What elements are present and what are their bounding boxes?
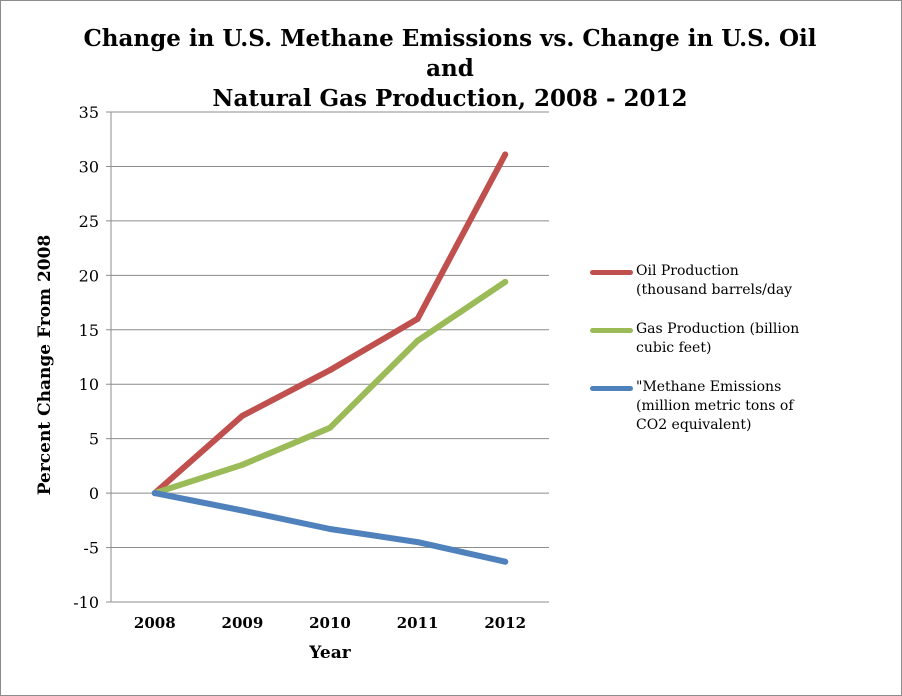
data-point-oil (502, 151, 509, 158)
legend-label-oil-line-2: (thousand barrels/day (636, 282, 793, 298)
legend-label-methane: "Methane Emissions (million metric tons … (636, 378, 836, 435)
data-point-oil (327, 367, 333, 374)
data-point-gas (239, 461, 246, 468)
y-tick-label: 30 (79, 157, 99, 176)
chart-title-line-1: Change in U.S. Methane Emissions vs. Cha… (83, 25, 817, 82)
chart-title-line-2: Natural Gas Production, 2008 - 2012 (212, 85, 688, 112)
data-point-gas (502, 278, 509, 285)
data-point-methane (327, 526, 333, 533)
y-tick-label: 20 (79, 266, 99, 285)
series-line-gas (151, 278, 509, 497)
legend-label-oil-line-1: Oil Production (636, 263, 739, 279)
data-point-oil (239, 412, 246, 419)
y-tick-label: 15 (79, 321, 99, 340)
legend-swatch-oil (590, 270, 633, 275)
legend-label-oil: Oil Production (thousand barrels/day (636, 262, 836, 300)
data-point-gas (414, 337, 421, 344)
x-tick-label: 2008 (134, 614, 176, 632)
legend-label-methane-line-1: "Methane Emissions (636, 379, 782, 395)
data-point-methane (239, 507, 246, 514)
data-point-oil (414, 315, 421, 322)
y-tick-label: -5 (83, 539, 99, 558)
x-tick-label: 2011 (397, 614, 439, 632)
legend-label-gas-line-1: Gas Production (billion (636, 321, 800, 337)
y-tick-label: 0 (89, 484, 99, 503)
data-point-methane (414, 539, 421, 546)
series-line-oil (151, 151, 509, 497)
x-tick-label: 2012 (484, 614, 526, 632)
legend-label-gas: Gas Production (billion cubic feet) (636, 320, 836, 358)
data-point-methane (502, 558, 509, 565)
legend-label-gas-line-2: cubic feet) (636, 340, 712, 356)
legend-swatch-methane (590, 386, 633, 391)
y-tick-label: 5 (89, 430, 99, 449)
x-axis-label: Year (309, 643, 351, 663)
x-tick-label: 2010 (309, 614, 351, 632)
x-tick-label: 2009 (222, 614, 264, 632)
legend-label-methane-line-2: (million metric tons of (636, 398, 794, 414)
legend-label-methane-line-3: CO2 equivalent) (636, 417, 752, 433)
data-point-gas (327, 424, 333, 431)
y-tick-label: 35 (79, 103, 99, 122)
y-tick-label: -10 (73, 593, 99, 612)
chart-title: Change in U.S. Methane Emissions vs. Cha… (60, 24, 840, 114)
y-tick-label: 25 (79, 212, 99, 231)
data-point-methane (151, 490, 158, 497)
y-tick-label: 10 (79, 375, 99, 394)
legend-swatch-gas (590, 328, 633, 333)
